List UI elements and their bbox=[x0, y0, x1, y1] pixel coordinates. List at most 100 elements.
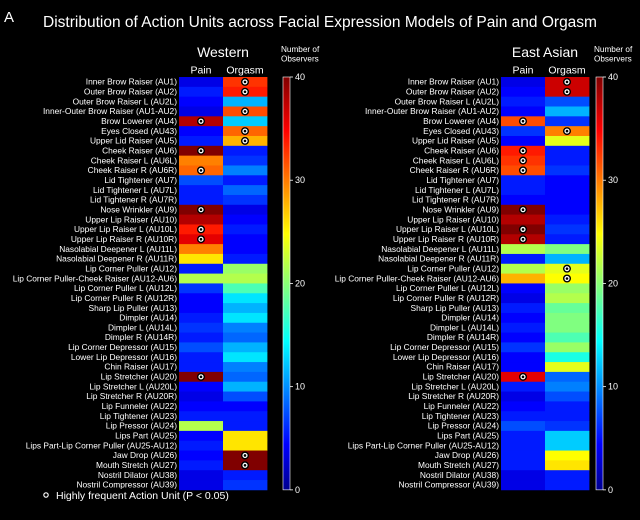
heatmap-cell-east-asian-pain-33 bbox=[501, 401, 546, 412]
heatmap-cell-western-pain-41 bbox=[179, 480, 224, 491]
heatmap-cell-western-pain-11 bbox=[179, 185, 224, 196]
significance-marker-center bbox=[243, 110, 247, 113]
heatmap-cell-western-pain-14 bbox=[179, 214, 224, 225]
heatmap-cell-western-pain-36 bbox=[179, 430, 224, 442]
heatmap-cell-east-asian-orgasm-25 bbox=[545, 322, 590, 333]
heatmap-cell-western-pain-5 bbox=[179, 126, 224, 137]
heatmap-cell-western-orgasm-13 bbox=[223, 204, 268, 216]
heatmap-cell-western-orgasm-31 bbox=[223, 381, 268, 392]
row-label: Nasolabial Deepener R (AU11R) bbox=[378, 254, 499, 264]
heatmap-cell-east-asian-pain-2 bbox=[501, 96, 546, 107]
row-label: Upper Lip Raiser L (AU10L) bbox=[396, 224, 499, 234]
row-label: Lip Stretcher (AU20) bbox=[101, 372, 178, 382]
panel-letter: A bbox=[4, 9, 14, 26]
row-label: Sharp Lip Puller (AU13) bbox=[411, 303, 500, 313]
significance-marker-center bbox=[199, 228, 203, 231]
heatmap-cell-east-asian-pain-19 bbox=[501, 263, 546, 274]
heatmap-cell-western-orgasm-14 bbox=[223, 214, 268, 225]
heatmap-cell-east-asian-pain-0 bbox=[501, 77, 546, 88]
row-label: Nostril Compressor (AU39) bbox=[398, 480, 499, 490]
heatmap-cell-east-asian-pain-38 bbox=[501, 450, 546, 461]
row-label: Lips Part-Lip Corner Puller (AU25-AU12) bbox=[26, 440, 177, 450]
row-label: Outer Brow Raiser (AU2) bbox=[406, 86, 499, 96]
row-label: Outer Brow Raiser (AU2) bbox=[84, 86, 177, 96]
heatmap-cell-western-pain-24 bbox=[179, 312, 224, 324]
heatmap-cell-east-asian-orgasm-24 bbox=[545, 312, 590, 324]
colorbar-label: Number of bbox=[281, 45, 320, 54]
significance-marker-center bbox=[521, 169, 525, 172]
heatmap-cell-western-pain-12 bbox=[179, 194, 224, 206]
heatmap-cell-western-pain-0 bbox=[179, 77, 224, 88]
heatmap-cell-western-pain-3 bbox=[179, 106, 224, 117]
heatmap-cell-western-pain-38 bbox=[179, 450, 224, 461]
heatmap-cell-western-orgasm-28 bbox=[223, 352, 268, 363]
heatmap-cell-east-asian-orgasm-18 bbox=[545, 253, 590, 265]
row-label: Sharp Lip Puller (AU13) bbox=[89, 303, 178, 313]
heatmap-cell-east-asian-orgasm-21 bbox=[545, 283, 590, 294]
heatmap-cell-western-pain-34 bbox=[179, 411, 224, 422]
row-label: Lip Stretcher (AU20) bbox=[423, 372, 500, 382]
row-label: Lip Stretcher L (AU20L) bbox=[89, 381, 177, 391]
heatmap-cell-east-asian-pain-36 bbox=[501, 430, 546, 442]
heatmap-cell-east-asian-orgasm-7 bbox=[545, 145, 590, 157]
heatmap-cell-east-asian-orgasm-11 bbox=[545, 185, 590, 196]
heatmap-cell-east-asian-orgasm-36 bbox=[545, 430, 590, 442]
significance-marker-center bbox=[199, 237, 203, 241]
row-label: Jaw Drop (AU26) bbox=[435, 450, 499, 460]
heatmap-cell-east-asian-orgasm-2 bbox=[545, 96, 590, 107]
heatmap-cell-western-orgasm-32 bbox=[223, 391, 268, 402]
colorbar-tick-label: 40 bbox=[608, 72, 618, 82]
row-label: Nostril Compressor (AU39) bbox=[76, 480, 177, 490]
heatmap-cell-western-orgasm-20 bbox=[223, 273, 268, 284]
colorbar bbox=[282, 76, 291, 491]
significance-marker-center bbox=[199, 208, 203, 212]
column-header-pain: Pain bbox=[190, 65, 211, 77]
colorbar bbox=[595, 76, 604, 491]
heatmap-cell-east-asian-orgasm-37 bbox=[545, 440, 590, 451]
significance-marker-center bbox=[243, 129, 247, 133]
heatmap-cell-east-asian-orgasm-34 bbox=[545, 411, 590, 422]
row-label: Dimpler L (AU14L) bbox=[430, 322, 499, 332]
row-label: Upper Lip Raiser (AU10) bbox=[407, 214, 499, 224]
row-label: Eyes Closed (AU43) bbox=[423, 126, 499, 136]
heatmap-cell-western-orgasm-34 bbox=[223, 411, 268, 422]
heatmap-cell-western-orgasm-9 bbox=[223, 165, 268, 176]
heatmap-cell-east-asian-orgasm-16 bbox=[545, 234, 590, 245]
significance-marker-center bbox=[521, 237, 525, 241]
heatmap-cell-east-asian-pain-14 bbox=[501, 214, 546, 225]
heatmap-cell-east-asian-pain-6 bbox=[501, 135, 546, 147]
row-label: Dimpler R (AU14R) bbox=[427, 332, 499, 342]
heatmap-cell-western-pain-40 bbox=[179, 470, 224, 481]
heatmap-cell-western-orgasm-16 bbox=[223, 234, 268, 245]
row-label: Lips Part (AU25) bbox=[115, 431, 177, 441]
heatmap-cell-western-orgasm-8 bbox=[223, 155, 268, 166]
row-label: Chin Raiser (AU17) bbox=[426, 362, 499, 372]
heatmap-cell-western-pain-27 bbox=[179, 342, 224, 353]
significance-marker-center bbox=[565, 80, 569, 84]
significance-marker-center bbox=[199, 149, 203, 153]
heatmap-cell-western-orgasm-26 bbox=[223, 332, 268, 343]
row-label: Mouth Stretch (AU27) bbox=[96, 460, 177, 470]
heatmap-cell-east-asian-orgasm-12 bbox=[545, 194, 590, 206]
heatmap-cell-western-orgasm-36 bbox=[223, 430, 268, 442]
row-label: Lip Corner Puller-Cheek Raiser (AU12-AU6… bbox=[13, 273, 178, 283]
column-header-orgasm: Orgasm bbox=[226, 65, 264, 77]
heatmap-cell-western-orgasm-30 bbox=[223, 371, 268, 383]
significance-marker-center bbox=[243, 139, 247, 143]
heatmap-cell-east-asian-orgasm-3 bbox=[545, 106, 590, 117]
heatmap-cell-east-asian-orgasm-30 bbox=[545, 371, 590, 383]
colorbar-tick-label: 30 bbox=[295, 175, 305, 185]
heatmap-cell-east-asian-pain-3 bbox=[501, 106, 546, 117]
significance-marker-center bbox=[565, 267, 569, 270]
colorbar-tick-label: 40 bbox=[295, 72, 305, 82]
colorbar-tick-label: 10 bbox=[295, 382, 305, 392]
significance-marker-center bbox=[521, 159, 525, 162]
row-label: Lip Stretcher L (AU20L) bbox=[411, 381, 499, 391]
row-label: Cheek Raiser L (AU6L) bbox=[91, 155, 177, 165]
panel-western: Western Pain Orgasm Inner Brow Raiser (AU1)… bbox=[13, 44, 320, 495]
colorbar-tick-label: 20 bbox=[295, 278, 305, 288]
row-label: Inner Brow Raiser (AU1) bbox=[408, 77, 499, 87]
heatmap-cell-east-asian-orgasm-40 bbox=[545, 470, 590, 481]
heatmap-cell-western-orgasm-2 bbox=[223, 96, 268, 107]
heatmap-cell-east-asian-orgasm-23 bbox=[545, 303, 590, 314]
